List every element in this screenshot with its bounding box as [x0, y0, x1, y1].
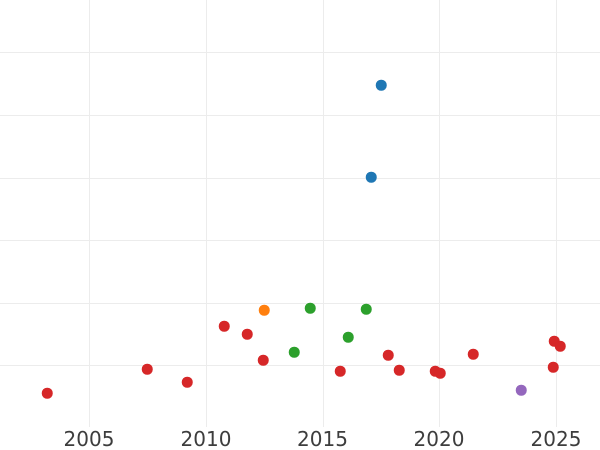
data-point-purple — [515, 384, 527, 396]
data-point-green — [288, 346, 300, 358]
x-tick-mark — [556, 422, 557, 427]
data-point-red — [434, 367, 446, 379]
data-point-red — [141, 363, 153, 375]
gridline-horizontal — [0, 52, 600, 53]
gridline-vertical — [556, 0, 557, 422]
data-point-blue — [365, 171, 377, 183]
gridline-horizontal — [0, 115, 600, 116]
data-point-green — [342, 331, 354, 343]
data-point-orange — [258, 304, 270, 316]
data-point-red — [181, 376, 193, 388]
x-tick-label: 2020 — [413, 427, 465, 450]
gridline-vertical — [439, 0, 440, 422]
data-point-red — [241, 328, 253, 340]
x-tick-mark — [439, 422, 440, 427]
data-point-red — [41, 387, 53, 399]
x-tick-mark — [322, 422, 324, 427]
data-point-blue — [375, 79, 387, 91]
data-point-red — [554, 340, 566, 352]
data-point-red — [382, 349, 394, 361]
gridline-vertical — [322, 0, 324, 422]
gridline-horizontal — [0, 177, 600, 179]
x-tick-label: 2010 — [180, 427, 232, 450]
gridline-horizontal — [0, 302, 600, 304]
data-point-red — [334, 365, 346, 377]
x-tick-mark — [89, 422, 90, 427]
x-tick-mark — [206, 422, 207, 427]
gridline-vertical — [206, 0, 207, 422]
data-point-red — [257, 354, 269, 366]
data-point-green — [360, 303, 372, 315]
data-point-red — [547, 361, 559, 373]
data-point-red — [548, 335, 560, 347]
gridline-vertical — [89, 0, 90, 422]
data-point-green — [304, 302, 316, 314]
data-point-red — [467, 348, 479, 360]
data-point-red — [218, 320, 230, 332]
x-tick-label: 2025 — [530, 427, 582, 450]
x-tick-label: 2015 — [297, 427, 348, 450]
data-point-red — [393, 364, 405, 376]
x-tick-label: 2005 — [63, 427, 115, 450]
gridline-horizontal — [0, 365, 600, 366]
gridline-horizontal — [0, 240, 600, 241]
